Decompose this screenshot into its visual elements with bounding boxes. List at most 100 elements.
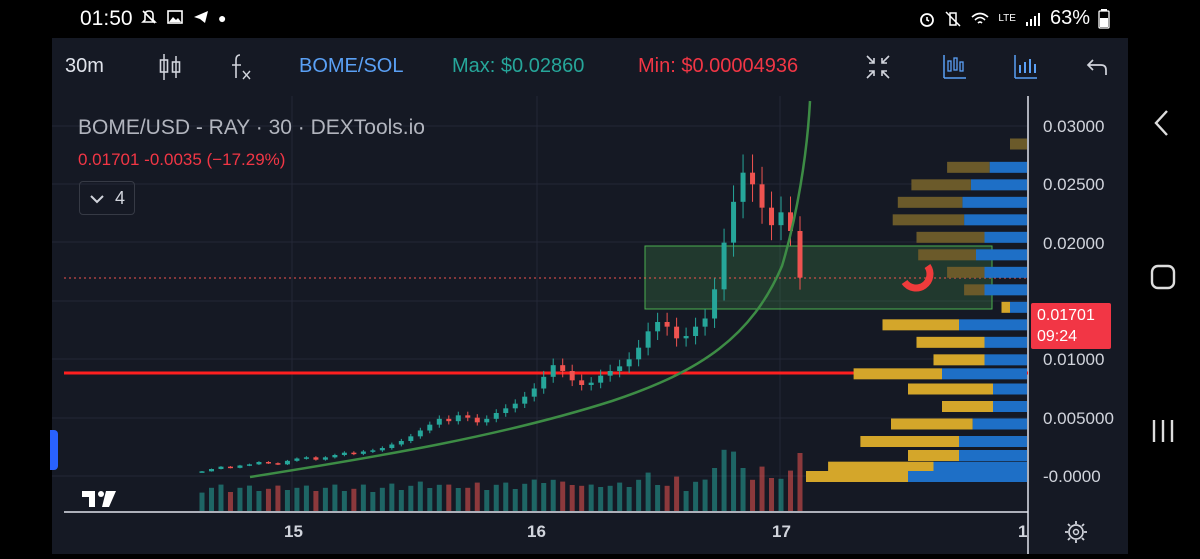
volume-bar <box>294 487 300 511</box>
volume-bar <box>465 487 471 511</box>
volume-bar <box>446 484 452 511</box>
candle-body <box>588 382 594 385</box>
volume-bar <box>246 485 252 511</box>
settings-icon <box>1065 521 1087 543</box>
volume-bar <box>617 482 623 511</box>
undo-icon[interactable] <box>1085 55 1109 79</box>
last-price-value: 0.01701 <box>1037 307 1095 324</box>
candle-body <box>550 365 556 377</box>
candle-body <box>493 413 499 419</box>
candle-body <box>436 418 442 425</box>
volume-bar <box>645 472 651 511</box>
android-navigation-bar <box>1128 38 1200 554</box>
volume-bar <box>237 487 243 511</box>
volume-bar <box>265 488 271 511</box>
y-tick-label: 0.01000 <box>1043 350 1104 369</box>
candle-body <box>379 448 385 451</box>
interval-selector[interactable]: 30m <box>65 55 104 77</box>
y-tick-label: -0.0000 <box>1043 467 1101 486</box>
vp-sell-bar <box>984 266 1027 278</box>
vp-buy-bar <box>916 336 985 348</box>
candle-body <box>683 336 689 339</box>
candle-body <box>446 418 452 422</box>
vp-buy-bar <box>853 368 942 380</box>
volume-bar <box>322 487 328 511</box>
tradingview-logo <box>82 491 116 507</box>
candle-body <box>360 451 366 454</box>
vp-sell-bar <box>984 231 1027 243</box>
x-tick-label: 15 <box>284 522 303 541</box>
price-axis: 0.03000 0.02500 0.02000 0.01000 0.005000… <box>1043 117 1114 486</box>
candles <box>199 154 803 473</box>
candle-body <box>246 464 252 466</box>
candle-body <box>788 212 794 231</box>
y-tick-label: 0.005000 <box>1043 409 1114 428</box>
volume-bar <box>598 487 604 511</box>
indicators-count: 4 <box>114 187 125 208</box>
candle-body <box>579 380 585 385</box>
volume-bar <box>370 492 376 511</box>
vp-sell-bar <box>993 401 1027 412</box>
vp-sell-bar <box>933 461 1027 473</box>
candle-body <box>417 430 423 437</box>
mute-icon <box>141 10 157 24</box>
candle-body <box>322 457 328 460</box>
candle-body <box>769 207 775 226</box>
chart-area[interactable]: 0.03000 0.02500 0.02000 0.01000 0.005000… <box>52 96 1128 554</box>
candle-body <box>465 415 471 418</box>
volume-bar <box>664 485 670 511</box>
price-chart[interactable]: 0.03000 0.02500 0.02000 0.01000 0.005000… <box>52 96 1128 554</box>
candle-body <box>693 326 699 336</box>
drawer-handle[interactable] <box>50 430 58 470</box>
system-icons: LTE 63% <box>918 7 1110 30</box>
bar-chart-icon[interactable] <box>1012 53 1040 81</box>
recents-icon[interactable] <box>1150 418 1176 444</box>
volume-bar <box>408 485 414 511</box>
vp-sell-bar <box>989 161 1027 173</box>
volume-bar <box>759 466 765 511</box>
volume-bar <box>731 451 737 511</box>
vp-sell-bar <box>1010 301 1027 313</box>
vp-sell-bar <box>993 383 1027 395</box>
volume-bar <box>417 481 423 511</box>
volume-bar <box>750 479 756 511</box>
toolbar: 30m BOME/SOL Max: $0.02860 Min: $0.00004… <box>52 38 1128 96</box>
volume-bar <box>626 487 632 511</box>
status-bar: 01:50 ● LTE 63% <box>0 0 1200 38</box>
vp-sell-bar <box>984 354 1027 366</box>
vp-buy-bar <box>1001 301 1010 313</box>
volume-bar <box>503 482 509 511</box>
vp-sell-bar <box>972 418 1027 430</box>
bar-countdown: 09:24 <box>1037 328 1078 345</box>
volume-bar <box>560 481 566 511</box>
fullscreen-collapse-icon[interactable] <box>865 54 891 80</box>
candle-body <box>778 212 784 226</box>
volume-bar <box>693 481 699 511</box>
indicators-toggle-button[interactable]: 4 <box>79 181 135 215</box>
candle-body <box>636 347 642 360</box>
max-price-label: Max: $0.02860 <box>452 55 585 77</box>
vp-buy-bar <box>916 231 985 243</box>
candle-body <box>731 201 737 243</box>
candle-body <box>408 436 414 441</box>
volume-bar <box>484 490 490 511</box>
candle-body <box>541 376 547 389</box>
volume-bar <box>389 483 395 511</box>
candle-body <box>370 450 376 452</box>
volume-profile-icon[interactable] <box>941 53 969 81</box>
volume-profile <box>806 138 1027 482</box>
vp-sell-bar <box>942 368 1027 380</box>
indicators-icon[interactable] <box>228 52 254 82</box>
y-tick-label: 0.02000 <box>1043 234 1104 253</box>
symbol-label[interactable]: BOME/SOL <box>299 55 404 77</box>
candle-body <box>503 408 509 413</box>
volume-bar <box>436 484 442 511</box>
vp-sell-bar <box>984 336 1027 348</box>
y-tick-label: 0.02500 <box>1043 175 1104 194</box>
vibrate-mute-icon <box>945 10 961 27</box>
back-icon[interactable] <box>1150 108 1174 138</box>
vp-buy-bar <box>891 418 973 430</box>
candles-icon[interactable] <box>157 52 183 82</box>
volume-bar <box>655 485 661 511</box>
home-icon[interactable] <box>1150 264 1176 290</box>
